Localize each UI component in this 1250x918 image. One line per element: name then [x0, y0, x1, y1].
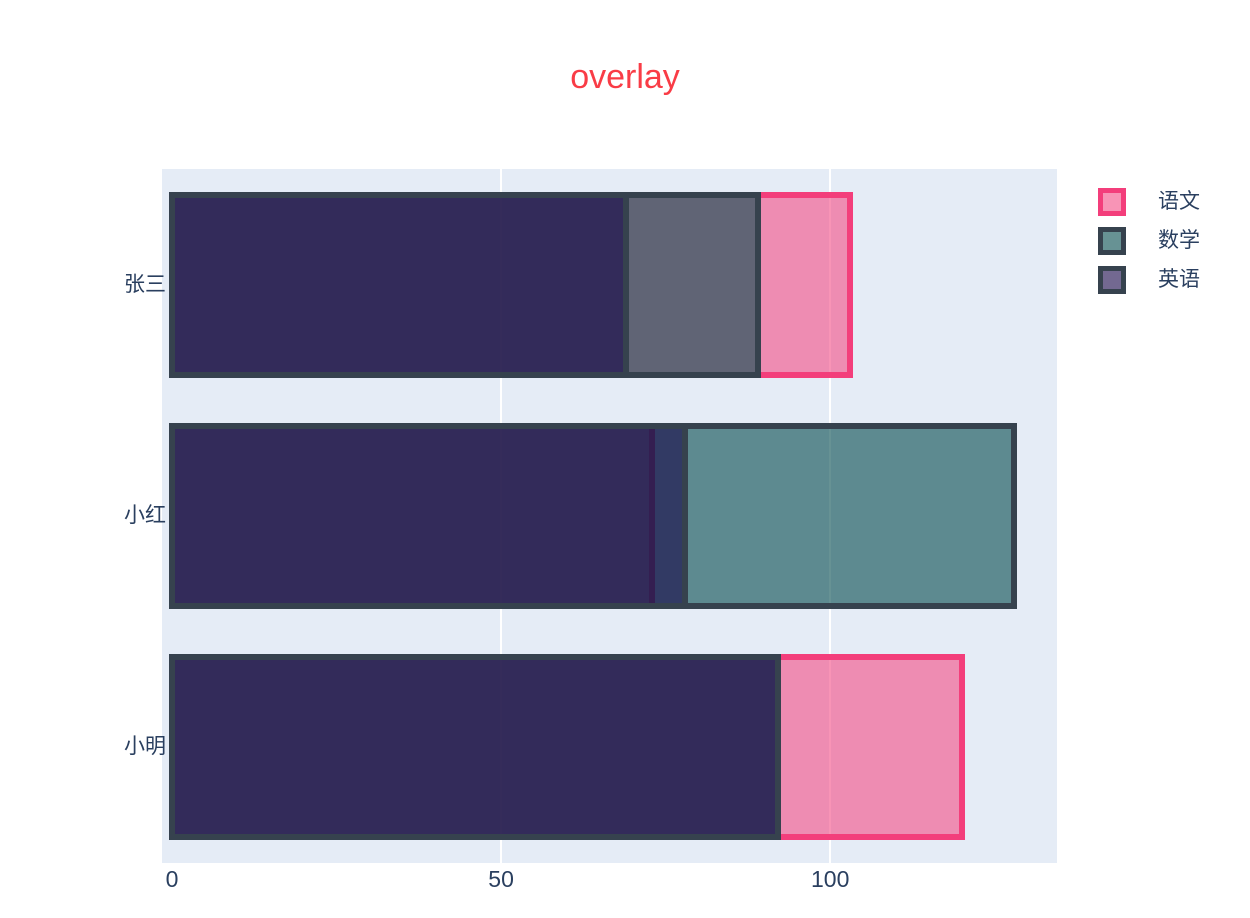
legend-item-shuxue[interactable]: 数学 [1098, 227, 1200, 255]
bar-英语-小红[interactable] [169, 423, 688, 609]
y-tick-label-小红: 小红 [124, 504, 166, 527]
legend-label-shuxue[interactable]: 数学 [1158, 229, 1200, 252]
bar-英语-小明[interactable] [169, 654, 781, 840]
x-tick-label-0: 0 [165, 866, 179, 892]
y-tick-label-张三: 张三 [124, 273, 166, 296]
bar-英语-张三[interactable] [169, 192, 629, 378]
legend-item-yuwen[interactable]: 语文 [1098, 188, 1200, 216]
x-tick-label-100: 100 [811, 866, 850, 892]
chart-title: overlay [570, 58, 680, 96]
legend-swatch-yingyu-icon[interactable] [1098, 266, 1126, 294]
y-tick-label-小明: 小明 [124, 735, 166, 758]
plot-area [162, 169, 1057, 863]
legend-label-yingyu[interactable]: 英语 [1158, 268, 1200, 291]
legend-swatch-yuwen-icon[interactable] [1098, 188, 1126, 216]
x-tick-label-50: 50 [488, 866, 514, 892]
legend-label-yuwen[interactable]: 语文 [1158, 190, 1200, 213]
legend-item-yingyu[interactable]: 英语 [1098, 266, 1200, 294]
legend-swatch-shuxue-icon[interactable] [1098, 227, 1126, 255]
legend: 语文 数学 英语 [1098, 188, 1200, 305]
